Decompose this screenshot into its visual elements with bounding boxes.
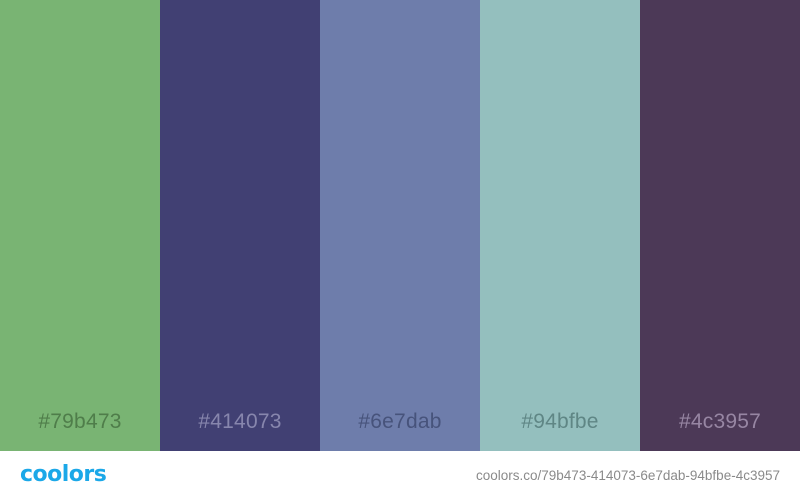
hex-code-label: #6e7dab xyxy=(358,410,442,433)
color-swatch-5[interactable]: #4c3957 xyxy=(640,0,800,451)
color-palette: #79b473 #414073 #6e7dab #94bfbe #4c3957 xyxy=(0,0,800,451)
color-swatch-3[interactable]: #6e7dab xyxy=(320,0,480,451)
hex-code-label: #94bfbe xyxy=(521,410,599,433)
hex-code-label: #414073 xyxy=(198,410,282,433)
hex-code-label: #4c3957 xyxy=(679,410,761,433)
color-swatch-1[interactable]: #79b473 xyxy=(0,0,160,451)
footer-bar: coolors coolors.co/79b473-414073-6e7dab-… xyxy=(0,451,800,500)
color-swatch-4[interactable]: #94bfbe xyxy=(480,0,640,451)
hex-code-label: #79b473 xyxy=(38,410,122,433)
coolors-logo: coolors xyxy=(20,462,107,487)
palette-url-link[interactable]: coolors.co/79b473-414073-6e7dab-94bfbe-4… xyxy=(476,468,780,483)
color-swatch-2[interactable]: #414073 xyxy=(160,0,320,451)
